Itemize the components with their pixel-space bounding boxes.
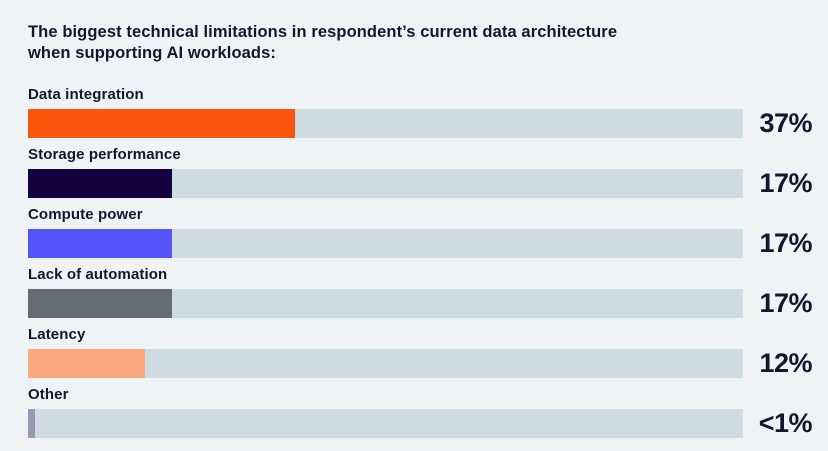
bar-fill [28,289,172,318]
bar-label: Other [28,386,69,403]
infographic-chart: The biggest technical limitations in res… [28,22,813,438]
bar-line: 17% [28,288,813,318]
bar-track [28,289,743,318]
bar-fill [28,169,172,198]
bar-label: Storage performance [28,146,181,163]
bar-line: 37% [28,108,813,138]
bar-value: 37% [759,108,812,138]
bar-line: 12% [28,348,813,378]
bar-value: 12% [759,348,812,378]
bar-track [28,349,743,378]
chart-title-line2: when supporting AI workloads: [28,44,276,62]
bar-row-lack-of-automation: Lack of automation 17% [28,266,813,318]
bar-track [28,109,743,138]
chart-title-line1: The biggest technical limitations in res… [28,23,618,41]
bar-fill [28,229,172,258]
bar-line: 17% [28,228,813,258]
chart-title: The biggest technical limitations in res… [28,22,812,64]
bar-fill [28,109,295,138]
bar-track [28,409,743,438]
bar-row-latency: Latency 12% [28,326,813,378]
bar-label: Latency [28,326,86,343]
bar-row-storage-performance: Storage performance 17% [28,146,813,198]
bar-label: Compute power [28,206,143,223]
bar-fill [28,349,145,378]
bar-track [28,229,743,258]
bar-row-other: Other <1% [28,386,813,438]
bar-value: 17% [759,168,812,198]
bar-track [28,169,743,198]
bar-label: Data integration [28,86,144,103]
bar-chart: Data integration 37% Storage performance… [28,86,813,438]
bar-fill [28,409,36,438]
bar-line: <1% [28,408,813,438]
bar-label: Lack of automation [28,266,168,283]
bar-row-data-integration: Data integration 37% [28,86,813,138]
bar-line: 17% [28,168,813,198]
bar-value: 17% [759,228,812,258]
bar-value: <1% [758,408,813,438]
bar-value: 17% [759,288,812,318]
bar-row-compute-power: Compute power 17% [28,206,813,258]
